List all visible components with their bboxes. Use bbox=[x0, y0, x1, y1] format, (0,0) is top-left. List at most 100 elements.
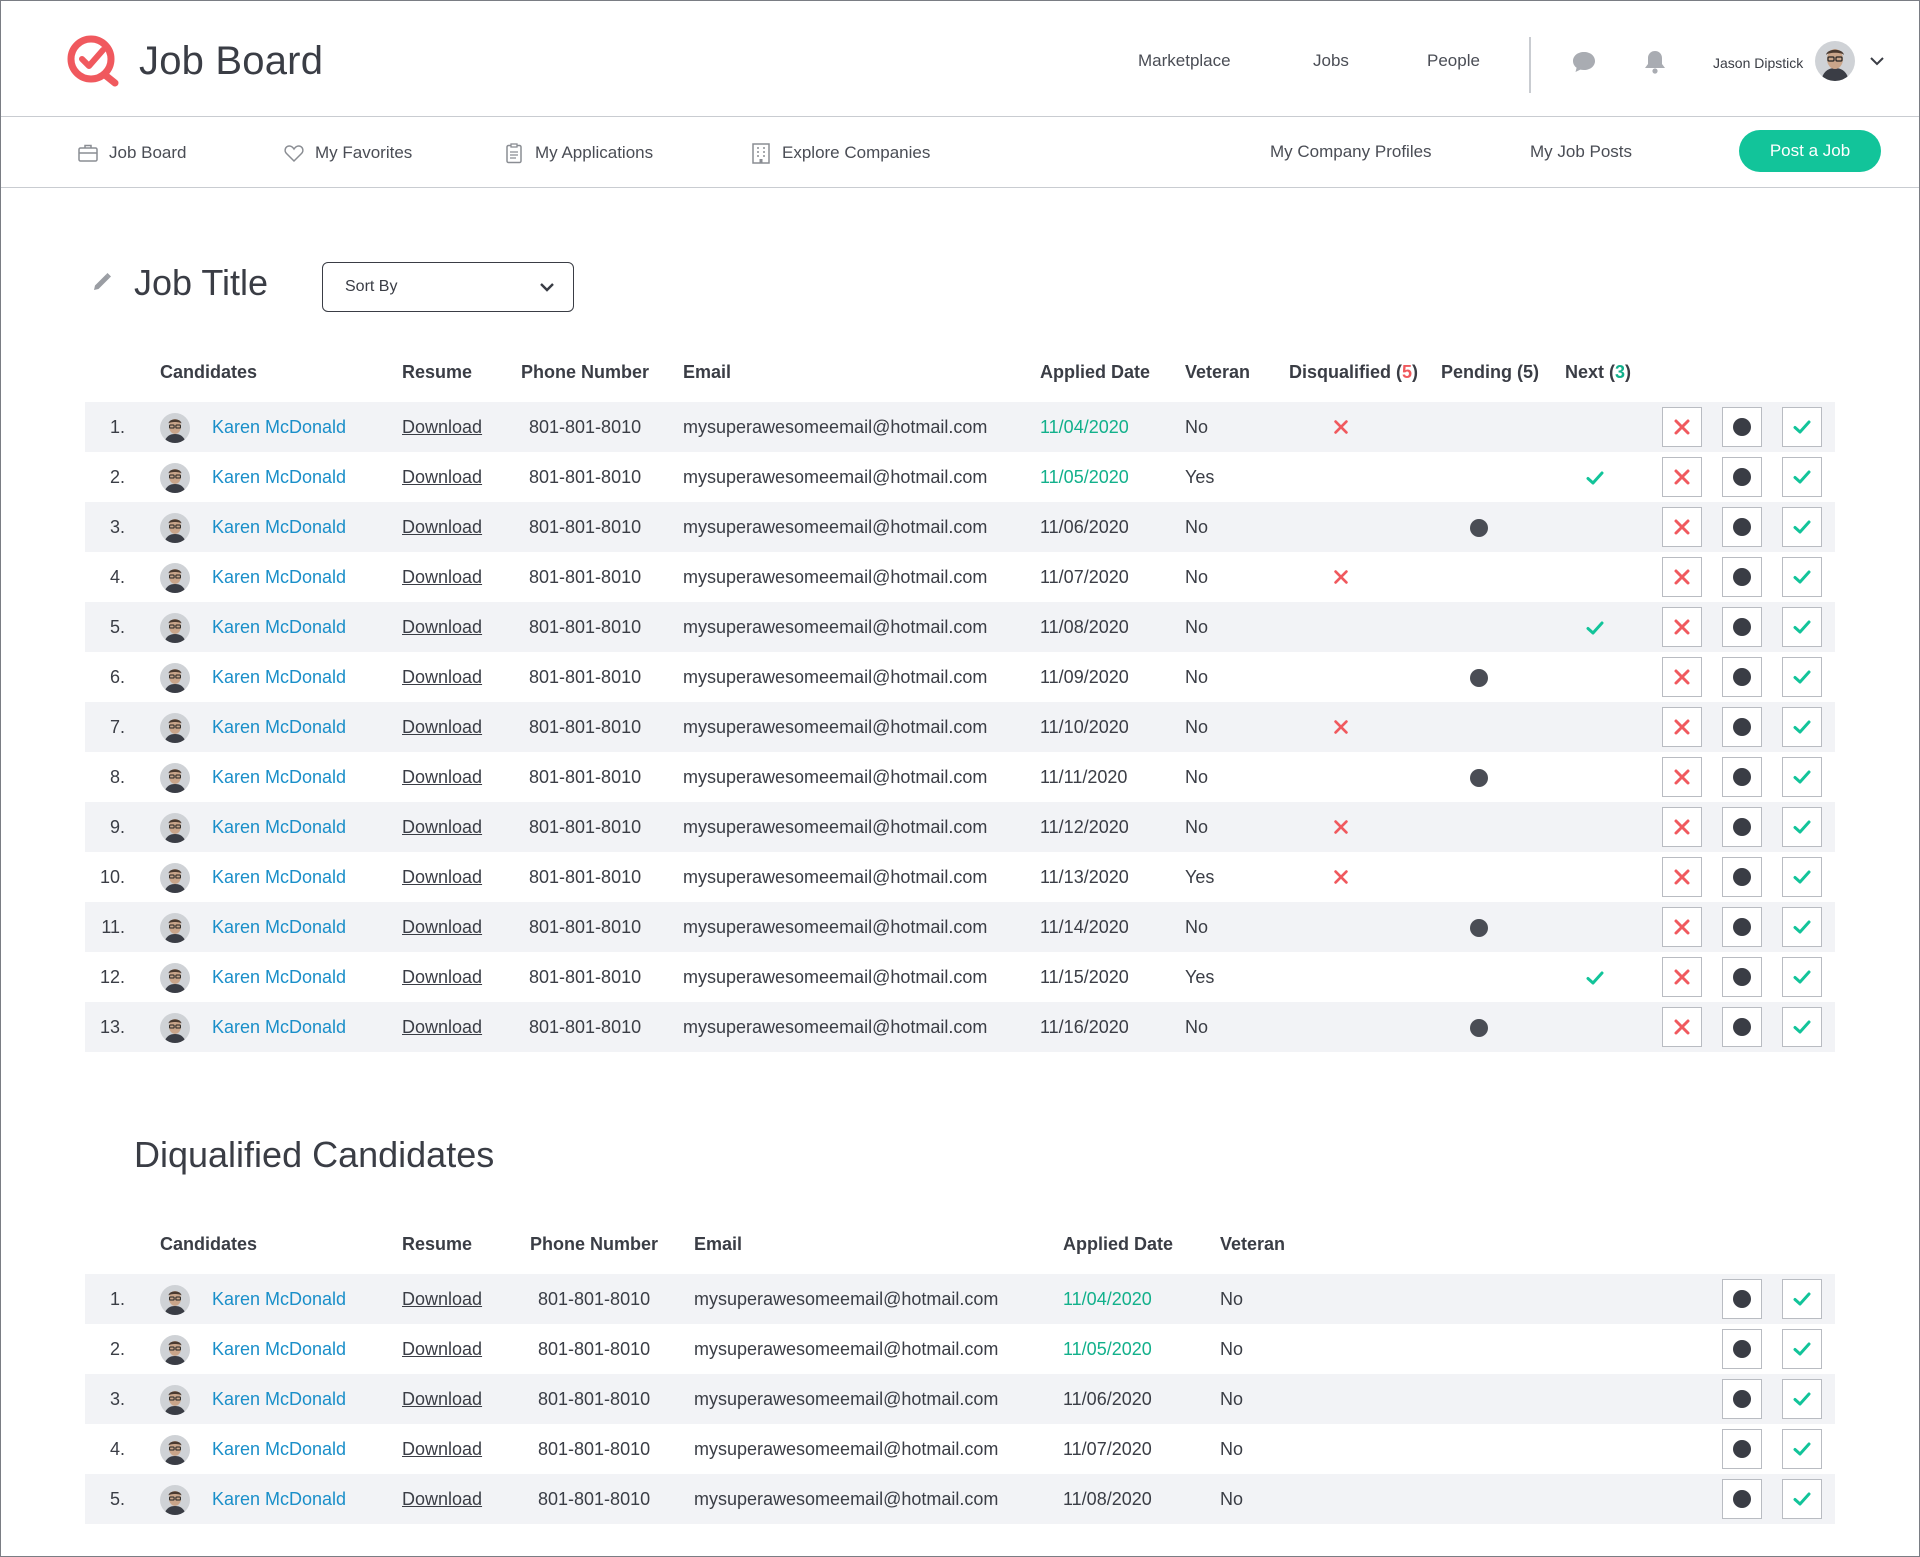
candidate-name-link[interactable]: Karen McDonald bbox=[212, 717, 347, 737]
candidate-name-link[interactable]: Karen McDonald bbox=[212, 917, 347, 937]
avatar[interactable] bbox=[160, 1435, 190, 1465]
pending-button[interactable] bbox=[1722, 807, 1762, 847]
disqualify-button[interactable] bbox=[1662, 657, 1702, 697]
candidate-name-link[interactable]: Karen McDonald bbox=[212, 417, 347, 437]
next-button[interactable] bbox=[1782, 957, 1822, 997]
resume-download-link[interactable]: Download bbox=[402, 1339, 483, 1359]
resume-download-link[interactable]: Download bbox=[402, 1489, 483, 1509]
link-my-job-posts[interactable]: My Job Posts bbox=[1530, 142, 1633, 161]
pending-button[interactable] bbox=[1722, 457, 1762, 497]
col-resume[interactable]: Resume bbox=[402, 1234, 473, 1254]
disqualify-button[interactable] bbox=[1662, 757, 1702, 797]
subnav-explore-companies[interactable]: Explore Companies bbox=[750, 142, 930, 164]
pending-button[interactable] bbox=[1722, 507, 1762, 547]
col-veteran[interactable]: Veteran bbox=[1185, 362, 1251, 382]
resume-download-link[interactable]: Download bbox=[402, 517, 483, 537]
disqualify-button[interactable] bbox=[1662, 857, 1702, 897]
nav-marketplace[interactable]: Marketplace bbox=[1138, 51, 1231, 70]
subnav-my-applications[interactable]: My Applications bbox=[503, 142, 653, 164]
next-button[interactable] bbox=[1782, 457, 1822, 497]
candidate-name-link[interactable]: Karen McDonald bbox=[212, 1489, 347, 1509]
next-button[interactable] bbox=[1782, 557, 1822, 597]
pending-button[interactable] bbox=[1722, 757, 1762, 797]
avatar[interactable] bbox=[160, 463, 190, 493]
candidate-name-link[interactable]: Karen McDonald bbox=[212, 567, 347, 587]
candidate-name-link[interactable]: Karen McDonald bbox=[212, 667, 347, 687]
pending-button[interactable] bbox=[1722, 957, 1762, 997]
col-pending[interactable]: Pending (5) bbox=[1441, 362, 1539, 382]
resume-download-link[interactable]: Download bbox=[402, 867, 483, 887]
resume-download-link[interactable]: Download bbox=[402, 767, 483, 787]
avatar[interactable] bbox=[160, 1013, 190, 1043]
avatar[interactable] bbox=[160, 1385, 190, 1415]
logo[interactable]: Job Board bbox=[65, 33, 323, 89]
candidate-name-link[interactable]: Karen McDonald bbox=[212, 767, 347, 787]
next-button[interactable] bbox=[1782, 907, 1822, 947]
col-email[interactable]: Email bbox=[683, 362, 732, 382]
avatar[interactable] bbox=[160, 863, 190, 893]
resume-download-link[interactable]: Download bbox=[402, 1289, 483, 1309]
resume-download-link[interactable]: Download bbox=[402, 467, 483, 487]
next-button[interactable] bbox=[1782, 807, 1822, 847]
user-menu-chevron-icon[interactable] bbox=[1869, 55, 1885, 67]
disqualify-button[interactable] bbox=[1662, 807, 1702, 847]
disqualify-button[interactable] bbox=[1662, 407, 1702, 447]
avatar[interactable] bbox=[160, 563, 190, 593]
pending-button[interactable] bbox=[1722, 857, 1762, 897]
col-email[interactable]: Email bbox=[694, 1234, 743, 1254]
disqualify-button[interactable] bbox=[1662, 557, 1702, 597]
col-applied-date[interactable]: Applied Date bbox=[1063, 1234, 1174, 1254]
pending-button[interactable] bbox=[1722, 1279, 1762, 1319]
next-button[interactable] bbox=[1782, 1279, 1822, 1319]
nav-jobs[interactable]: Jobs bbox=[1313, 51, 1349, 70]
candidate-name-link[interactable]: Karen McDonald bbox=[212, 617, 347, 637]
candidate-name-link[interactable]: Karen McDonald bbox=[212, 1389, 347, 1409]
resume-download-link[interactable]: Download bbox=[402, 1017, 483, 1037]
avatar[interactable] bbox=[160, 663, 190, 693]
resume-download-link[interactable]: Download bbox=[402, 717, 483, 737]
pending-button[interactable] bbox=[1722, 557, 1762, 597]
disqualify-button[interactable] bbox=[1662, 907, 1702, 947]
next-button[interactable] bbox=[1782, 407, 1822, 447]
candidate-name-link[interactable]: Karen McDonald bbox=[212, 867, 347, 887]
pending-button[interactable] bbox=[1722, 1479, 1762, 1519]
avatar[interactable] bbox=[160, 1335, 190, 1365]
pending-button[interactable] bbox=[1722, 1429, 1762, 1469]
col-candidates[interactable]: Candidates bbox=[160, 1234, 258, 1254]
disqualify-button[interactable] bbox=[1662, 607, 1702, 647]
candidate-name-link[interactable]: Karen McDonald bbox=[212, 1017, 347, 1037]
pending-button[interactable] bbox=[1722, 1007, 1762, 1047]
edit-pencil-icon[interactable] bbox=[90, 270, 114, 294]
avatar[interactable] bbox=[160, 613, 190, 643]
next-button[interactable] bbox=[1782, 607, 1822, 647]
avatar[interactable] bbox=[160, 913, 190, 943]
next-button[interactable] bbox=[1782, 1379, 1822, 1419]
resume-download-link[interactable]: Download bbox=[402, 567, 483, 587]
subnav-my-favorites[interactable]: My Favorites bbox=[283, 142, 412, 164]
candidate-name-link[interactable]: Karen McDonald bbox=[212, 817, 347, 837]
disqualify-button[interactable] bbox=[1662, 1007, 1702, 1047]
disqualify-button[interactable] bbox=[1662, 707, 1702, 747]
pending-button[interactable] bbox=[1722, 907, 1762, 947]
col-resume[interactable]: Resume bbox=[402, 362, 473, 382]
avatar[interactable] bbox=[160, 813, 190, 843]
avatar[interactable] bbox=[160, 713, 190, 743]
bell-icon[interactable] bbox=[1642, 49, 1668, 75]
pending-button[interactable] bbox=[1722, 707, 1762, 747]
disqualify-button[interactable] bbox=[1662, 507, 1702, 547]
next-button[interactable] bbox=[1782, 1329, 1822, 1369]
pending-button[interactable] bbox=[1722, 1379, 1762, 1419]
disqualify-button[interactable] bbox=[1662, 457, 1702, 497]
col-next[interactable]: Next (3) bbox=[1565, 362, 1632, 382]
sort-by-dropdown[interactable]: Sort By bbox=[322, 262, 574, 312]
user-avatar[interactable] bbox=[1815, 41, 1855, 81]
pending-button[interactable] bbox=[1722, 407, 1762, 447]
next-button[interactable] bbox=[1782, 1429, 1822, 1469]
candidate-name-link[interactable]: Karen McDonald bbox=[212, 1339, 347, 1359]
col-phone[interactable]: Phone Number bbox=[530, 1234, 659, 1254]
candidate-name-link[interactable]: Karen McDonald bbox=[212, 1289, 347, 1309]
next-button[interactable] bbox=[1782, 657, 1822, 697]
resume-download-link[interactable]: Download bbox=[402, 1389, 483, 1409]
candidate-name-link[interactable]: Karen McDonald bbox=[212, 1439, 347, 1459]
pending-button[interactable] bbox=[1722, 657, 1762, 697]
